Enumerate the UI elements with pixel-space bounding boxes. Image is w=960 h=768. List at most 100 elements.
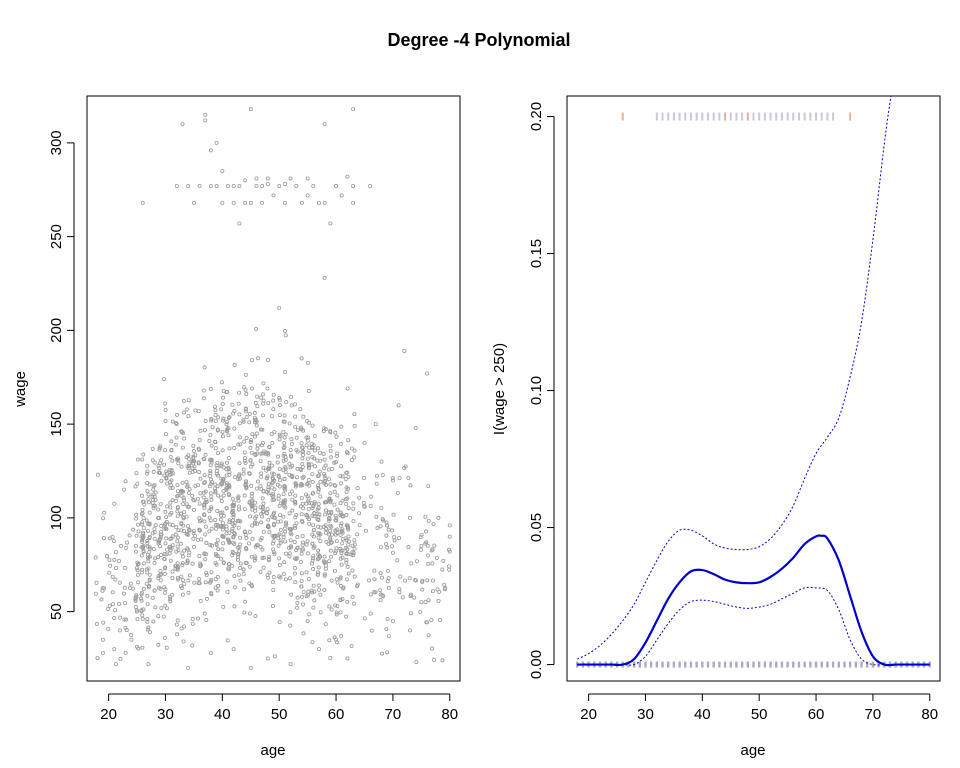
wage-point <box>147 482 152 487</box>
wage-point <box>310 455 315 460</box>
wage-point <box>140 520 145 525</box>
wage-point <box>181 410 186 415</box>
wage-point <box>144 518 149 523</box>
wage-point <box>395 558 400 563</box>
wage-point <box>140 200 145 205</box>
wage-point <box>197 438 202 443</box>
wage-point <box>117 615 122 620</box>
wage-point <box>385 545 390 550</box>
wage-point <box>261 565 266 570</box>
wage-point <box>158 444 163 449</box>
wage-point <box>294 556 299 561</box>
wage-point <box>409 611 414 616</box>
wage-point <box>191 507 196 512</box>
wage-point <box>255 443 260 448</box>
wage-point <box>343 546 348 551</box>
wage-point <box>105 606 110 611</box>
wage-point <box>333 603 338 608</box>
wage-point <box>351 519 356 524</box>
wage-point <box>316 565 321 570</box>
wage-point <box>340 541 345 546</box>
wage-point <box>164 476 169 481</box>
wage-point <box>252 558 257 563</box>
wage-point <box>174 498 179 503</box>
wage-point <box>236 498 241 503</box>
wage-point <box>195 537 200 542</box>
wage-point <box>363 528 368 533</box>
wage-point <box>315 511 320 516</box>
wage-point <box>288 176 293 181</box>
wage-point <box>307 464 312 469</box>
wage-point <box>174 421 179 426</box>
wage-point <box>191 545 196 550</box>
wage-point <box>199 537 204 542</box>
wage-point <box>219 495 224 500</box>
wage-point <box>284 400 289 405</box>
wage-point <box>215 509 220 514</box>
wage-point <box>213 408 218 413</box>
wage-point <box>121 591 126 596</box>
wage-point <box>316 647 321 652</box>
wage-point <box>270 414 275 419</box>
wage-point <box>380 517 385 522</box>
wage-point <box>100 585 105 590</box>
wage-point <box>129 637 134 642</box>
wage-point <box>221 493 226 498</box>
wage-point <box>283 470 288 475</box>
left-y-tick-label: 50 <box>48 603 65 620</box>
wage-point <box>238 442 243 447</box>
wage-point <box>243 560 248 565</box>
wage-point <box>162 571 167 576</box>
wage-point <box>397 536 402 541</box>
wage-point <box>134 533 139 538</box>
wage-point <box>306 451 311 456</box>
wage-point <box>168 512 173 517</box>
wage-point <box>426 484 431 489</box>
wage-point <box>271 580 276 585</box>
wage-point <box>345 174 350 179</box>
wage-point <box>220 525 225 530</box>
wage-point <box>338 610 343 615</box>
wage-point <box>295 605 300 610</box>
wage-point <box>264 450 269 455</box>
wage-point <box>145 593 150 598</box>
wage-point <box>294 435 299 440</box>
wage-point <box>152 529 157 534</box>
wage-point <box>299 547 304 552</box>
wage-point <box>209 477 214 482</box>
wage-point <box>384 542 389 547</box>
wage-point <box>237 183 242 188</box>
wage-point <box>441 558 446 563</box>
wage-point <box>197 528 202 533</box>
wage-point <box>332 551 337 556</box>
wage-point <box>293 515 298 520</box>
wage-point <box>261 509 266 514</box>
right-x-tick-label: 20 <box>580 706 597 723</box>
wage-point <box>261 529 266 534</box>
wage-point <box>372 577 377 582</box>
wage-point <box>224 420 229 425</box>
wage-point <box>112 647 117 652</box>
wage-point <box>231 500 236 505</box>
wage-point <box>151 619 156 624</box>
wage-point <box>218 556 223 561</box>
wage-point <box>133 484 138 489</box>
wage-point <box>272 533 277 538</box>
wage-point <box>180 445 185 450</box>
wage-point <box>265 656 270 661</box>
wage-point <box>208 148 213 153</box>
wage-point <box>292 556 297 561</box>
wage-point <box>230 402 235 407</box>
wage-point <box>407 515 412 520</box>
right-y-tick-label: 0.05 <box>528 513 545 542</box>
wage-point <box>305 513 310 518</box>
wage-point <box>361 500 366 505</box>
wage-point <box>122 487 127 492</box>
wage-point <box>231 514 236 519</box>
wage-point <box>310 423 315 428</box>
wage-point <box>275 460 280 465</box>
wage-point <box>145 539 150 544</box>
wage-point <box>198 491 203 496</box>
wage-point <box>195 496 200 501</box>
